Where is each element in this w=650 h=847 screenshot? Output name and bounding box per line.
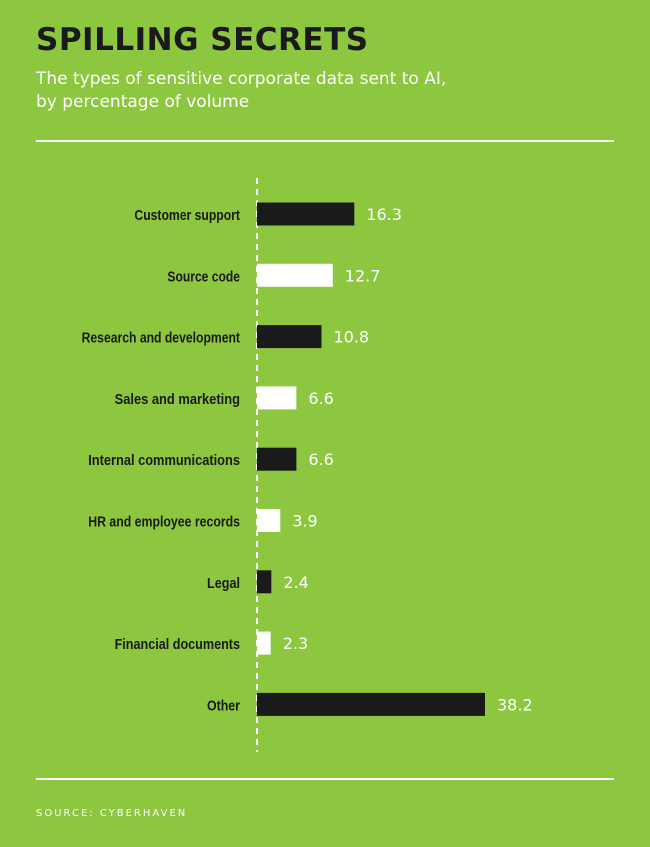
bar xyxy=(257,570,272,594)
value-label: 10.8 xyxy=(333,328,369,347)
bar xyxy=(257,509,281,532)
category-label: Source code xyxy=(167,268,240,285)
chart-title: SPILLING SECRETS xyxy=(36,22,369,58)
top-divider xyxy=(36,140,614,142)
category-label: Legal xyxy=(207,575,240,592)
value-label: 12.7 xyxy=(345,266,381,285)
category-label: HR and employee records xyxy=(88,514,240,531)
bar xyxy=(257,692,485,716)
bar xyxy=(257,447,297,471)
source-note: SOURCE: CYBERHAVEN xyxy=(36,808,188,819)
value-label: 16.3 xyxy=(366,205,402,224)
value-label: 38.2 xyxy=(497,695,533,714)
bar xyxy=(257,631,271,655)
category-label: Research and development xyxy=(82,330,240,347)
bar xyxy=(257,202,355,226)
category-label: Internal communications xyxy=(88,452,240,469)
category-label: Financial documents xyxy=(115,636,240,653)
bar-chart: Customer support 16.3 Source code 12.7 Resea… xyxy=(82,178,533,752)
value-label: 3.9 xyxy=(292,512,317,531)
bottom-divider xyxy=(36,778,614,780)
bar xyxy=(257,263,333,287)
value-label: 6.6 xyxy=(308,450,333,469)
value-label: 2.4 xyxy=(283,573,308,592)
bar xyxy=(257,386,297,410)
chart-subtitle: The types of sensitive corporate data se… xyxy=(36,69,447,112)
category-label: Customer support xyxy=(134,207,240,224)
category-label: Other xyxy=(207,697,240,714)
category-label: Sales and marketing xyxy=(115,391,240,408)
bar xyxy=(257,325,322,349)
value-label: 2.3 xyxy=(283,634,308,653)
value-label: 6.6 xyxy=(308,389,333,408)
